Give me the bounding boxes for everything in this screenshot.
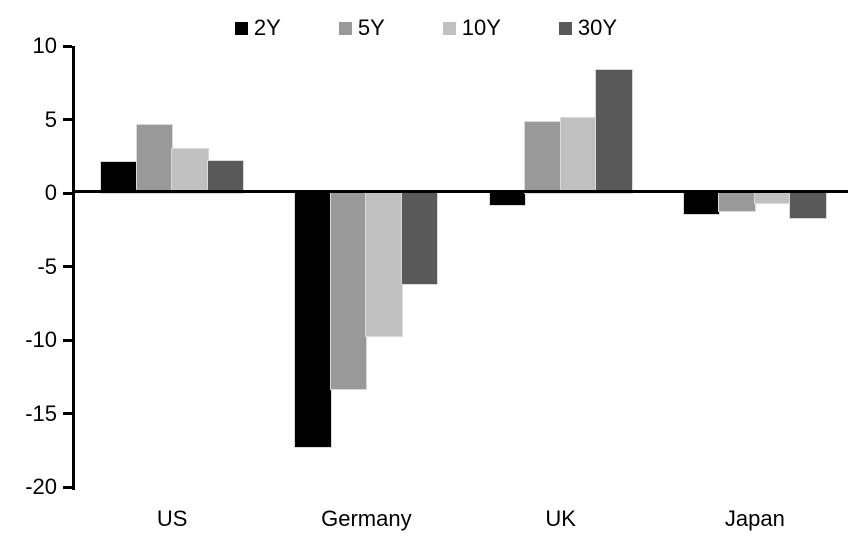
legend-swatch-30y bbox=[558, 21, 572, 35]
y-axis-tick-label: -5 bbox=[37, 253, 57, 279]
y-axis-tick bbox=[63, 44, 72, 48]
y-axis-tick-label: 10 bbox=[32, 33, 57, 58]
legend-item-30y: 30Y bbox=[558, 15, 618, 41]
category-label-japan: Japan bbox=[724, 506, 785, 531]
y-axis-tick bbox=[63, 412, 72, 415]
legend-label-10y: 10Y bbox=[461, 15, 501, 40]
bar-us-2y bbox=[100, 161, 138, 194]
category-label-germany: Germany bbox=[321, 506, 412, 531]
y-axis-tick-label: 0 bbox=[44, 180, 57, 205]
legend-item-10y: 10Y bbox=[442, 15, 501, 41]
y-axis-tick bbox=[63, 338, 72, 342]
legend-label-2y: 2Y bbox=[253, 15, 281, 40]
bar-uk-10y bbox=[559, 117, 598, 194]
bar-japan-5y bbox=[718, 192, 756, 212]
bar-japan-30y bbox=[789, 192, 827, 219]
bar-germany-5y bbox=[329, 192, 368, 390]
category-label-uk: UK bbox=[545, 506, 576, 531]
y-axis-tick bbox=[63, 485, 72, 489]
y-axis-tick bbox=[63, 191, 72, 195]
bar-uk-2y bbox=[488, 192, 527, 206]
bar-germany-10y bbox=[365, 192, 403, 337]
category-label-us: US bbox=[156, 506, 188, 531]
legend-label-30y: 30Y bbox=[577, 15, 618, 40]
bar-japan-2y bbox=[682, 192, 721, 215]
legend-swatch-10y bbox=[442, 21, 456, 35]
bar-germany-2y bbox=[294, 191, 332, 449]
bar-uk-30y bbox=[595, 68, 633, 194]
bar-japan-10y bbox=[753, 191, 792, 205]
bar-us-10y bbox=[171, 147, 209, 194]
legend-item-2y: 2Y bbox=[234, 15, 281, 41]
bar-us-30y bbox=[206, 159, 245, 194]
bar-us-5y bbox=[135, 124, 174, 194]
y-axis-tick bbox=[63, 265, 72, 268]
y-axis-tick-label: -15 bbox=[25, 400, 57, 426]
legend-item-5y: 5Y bbox=[338, 15, 385, 41]
bar-germany-30y bbox=[400, 191, 439, 286]
y-axis-tick-label: -20 bbox=[25, 474, 57, 499]
legend-swatch-2y bbox=[234, 21, 248, 35]
bar-uk-5y bbox=[524, 121, 562, 194]
legend-swatch-5y bbox=[338, 21, 352, 35]
x-axis-zero-line bbox=[75, 190, 848, 193]
y-axis-tick bbox=[63, 118, 72, 121]
y-axis-line bbox=[72, 46, 75, 490]
y-axis-tick-label: 5 bbox=[44, 106, 57, 132]
y-axis-tick-label: -10 bbox=[25, 327, 57, 352]
chart-legend: 2Y 5Y 10Y 30Y bbox=[0, 13, 852, 43]
legend-label-5y: 5Y bbox=[357, 15, 385, 40]
